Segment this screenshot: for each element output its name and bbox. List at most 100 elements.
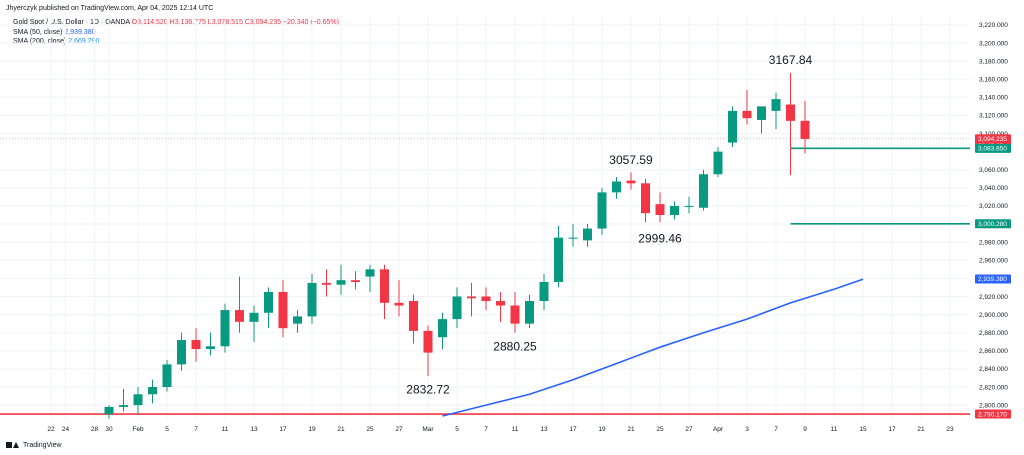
candle-up	[684, 196, 694, 214]
x-tick-label: Apr	[713, 426, 724, 433]
candle-body	[220, 310, 230, 347]
candle-down	[467, 282, 476, 317]
candle-body	[757, 106, 766, 120]
candle-body	[293, 316, 302, 324]
candle-body	[467, 296, 476, 299]
candle-down	[496, 291, 505, 322]
candle-up	[206, 332, 215, 356]
sma200-label: SMA (200, close)	[13, 38, 67, 45]
candle-body	[539, 282, 549, 302]
y-tick-label: 2,880.000	[979, 330, 1008, 337]
y-tick-label: 2,980.000	[979, 239, 1008, 246]
candle-up	[293, 310, 302, 333]
x-tick-label: 27	[685, 426, 693, 433]
candle-up	[307, 273, 317, 324]
price-badge-label: 2,939.380	[978, 276, 1007, 283]
candle-body	[554, 237, 563, 282]
y-tick-label: 3,180.000	[979, 58, 1008, 65]
x-tick-label: 28	[91, 426, 99, 433]
x-tick-label: 25	[656, 426, 664, 433]
candle-body	[481, 296, 491, 302]
publisher-line: Jhyerczyk published on TradingView.com, …	[6, 5, 214, 12]
x-tick-label: 7	[194, 426, 198, 433]
candle-body	[423, 330, 433, 353]
candle-body	[597, 192, 607, 229]
y-tick-label: 3,060.000	[979, 167, 1008, 174]
candle-up	[713, 147, 723, 177]
candle-down	[394, 280, 404, 317]
price-annotation: 2880.25	[493, 339, 537, 353]
candle-up	[104, 405, 114, 419]
annotations: 3167.84 3057.59 2999.46 2880.25 2832.72	[406, 53, 812, 396]
price-badge: 2,790.170	[975, 409, 1011, 419]
x-tick-label: 24	[62, 426, 70, 433]
candle-up	[249, 305, 259, 342]
candle-down	[641, 178, 650, 223]
candle-up	[771, 92, 781, 129]
candle-up	[336, 264, 346, 295]
candle-body	[800, 120, 810, 139]
candle-up	[539, 273, 549, 311]
time-axis[interactable]: 22 24 28 30 Feb 5 7 11 13 17 19 21 25 27 Mar 5 7 11 13 17 19…	[47, 426, 954, 433]
candle-body	[351, 280, 360, 282]
candle-up	[525, 294, 534, 329]
tradingview-logo: TradingView	[6, 441, 62, 449]
x-tick-label: 13	[540, 426, 548, 433]
x-tick-label: 11	[831, 426, 838, 433]
candle-body	[249, 312, 259, 322]
candle-down	[800, 100, 810, 154]
x-tick-label: 21	[337, 426, 345, 433]
candle-body	[264, 291, 273, 313]
candle-body	[452, 296, 462, 320]
candle-down	[278, 280, 288, 338]
price-badges: 3,094.23508:45:333,083.6503,000.2802,939…	[975, 134, 1011, 419]
symbol-line: Gold Spot / U.S. Dollar · 1D · OANDA O3,…	[13, 18, 339, 27]
candle-up	[365, 264, 375, 292]
candle-down	[351, 271, 360, 290]
candle-body	[177, 339, 186, 365]
candle-up	[162, 359, 172, 392]
candle-body	[119, 405, 128, 407]
sma50-label: SMA (50, close)	[13, 29, 63, 36]
candle-up	[220, 303, 230, 353]
candle-body	[699, 174, 708, 208]
candle-up	[148, 379, 157, 404]
x-tick-label: 3	[745, 426, 749, 433]
candle-body	[278, 291, 288, 329]
candle-body	[583, 228, 592, 241]
sma200-value: 2,669.290	[68, 38, 100, 45]
candle-up	[583, 224, 592, 247]
x-tick-label: 17	[569, 426, 577, 433]
price-axis[interactable]: 3,220.000 3,200.000 3,180.000 3,160.000 3,14…	[979, 22, 1008, 409]
y-tick-label: 2,900.000	[979, 312, 1008, 319]
x-tick-label: 13	[250, 426, 258, 433]
y-tick-label: 2,960.000	[979, 258, 1008, 265]
x-tick-label: 25	[366, 426, 374, 433]
sma200-legend[interactable]: SMA (200, close) 2,669.290	[13, 37, 99, 46]
candle-body	[510, 305, 520, 324]
y-tick-label: 3,020.000	[979, 203, 1008, 210]
candle-body	[336, 280, 346, 285]
candle-up	[670, 201, 679, 220]
x-tick-label: 21	[627, 426, 635, 433]
y-tick-label: 2,920.000	[979, 294, 1008, 301]
candle-body	[786, 104, 795, 121]
candle-body	[380, 269, 389, 303]
price-badge: 3,000.280	[975, 219, 1011, 229]
y-tick-label: 3,200.000	[979, 40, 1008, 47]
price-badge-bg	[975, 219, 1011, 229]
candle-down	[510, 291, 520, 333]
candle-body	[641, 183, 650, 214]
candle-body	[206, 346, 215, 349]
candle-body	[626, 180, 636, 184]
price-badge-label: 3,094.235	[978, 136, 1007, 143]
sma50-legend[interactable]: SMA (50, close) 2,939.380	[13, 28, 99, 37]
y-tick-label: 3,120.000	[979, 113, 1008, 120]
price-annotation: 2999.46	[638, 232, 682, 246]
candle-body	[612, 181, 621, 193]
horizontal-lines	[0, 138, 970, 415]
candle-body	[365, 269, 375, 277]
symbol-name[interactable]: Gold Spot / U.S. Dollar · 1D · OANDA	[13, 19, 130, 26]
x-tick-label: 23	[946, 426, 954, 433]
